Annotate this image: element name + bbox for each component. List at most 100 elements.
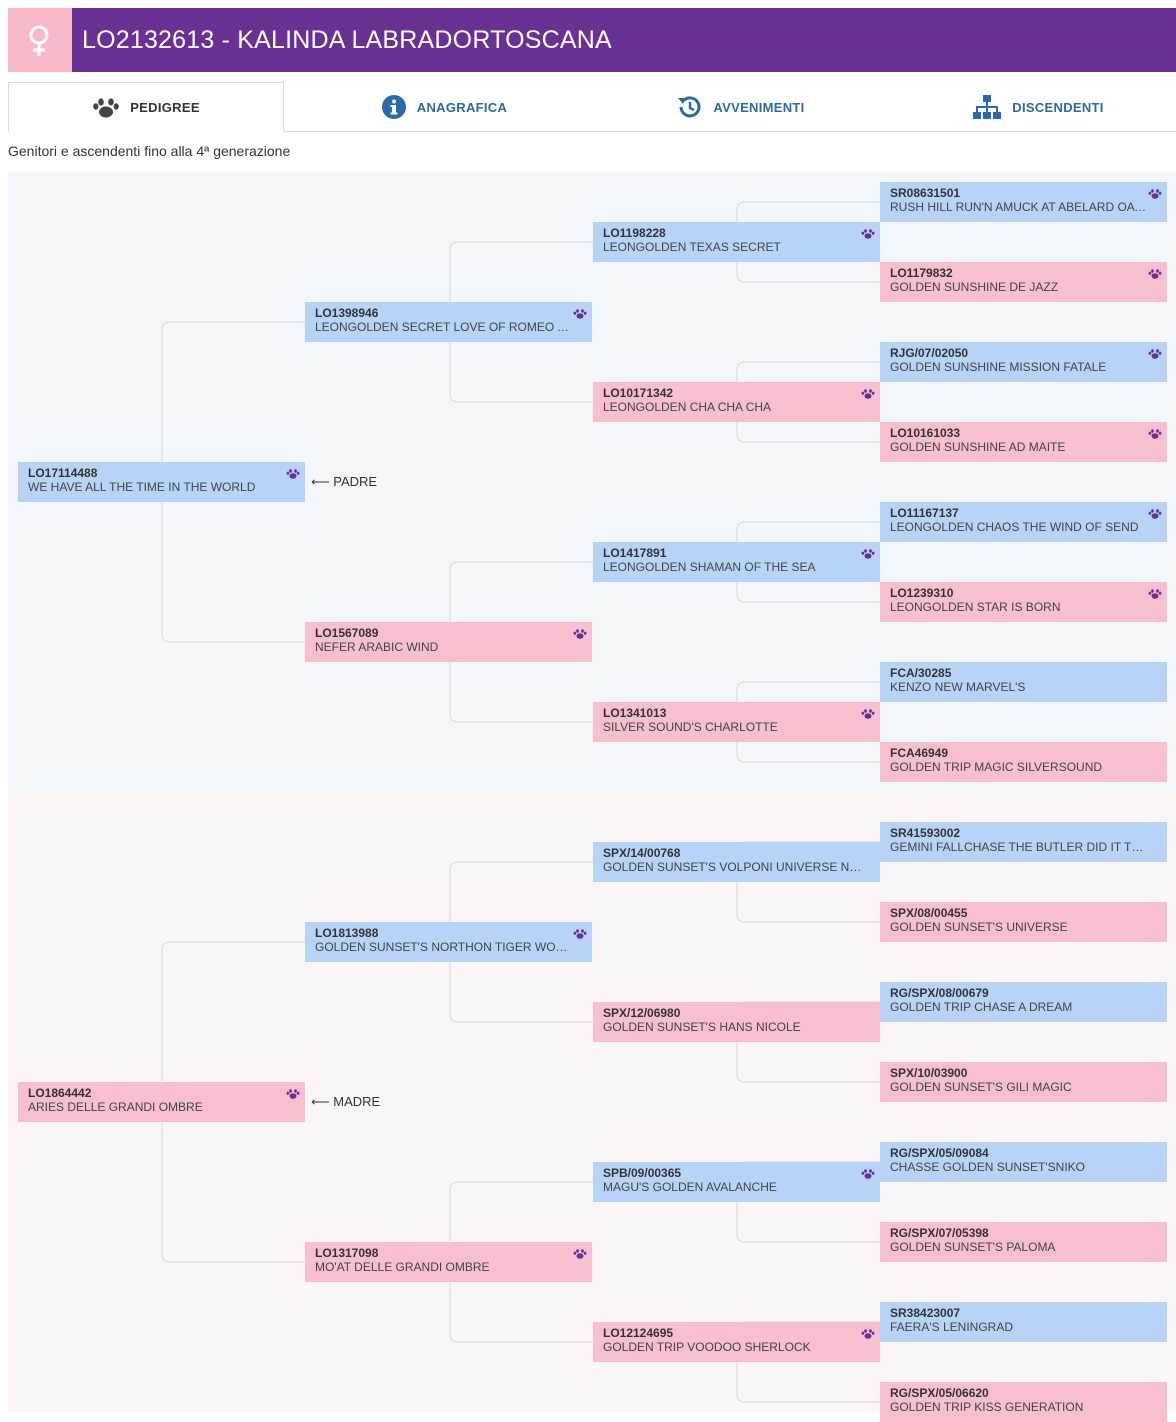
paw-icon xyxy=(1148,429,1162,439)
grandparent-box[interactable]: LO1398946 LEONGOLDEN SECRET LOVE OF ROMEO… xyxy=(305,302,592,342)
paw-icon xyxy=(1148,589,1162,599)
dog-registration-code: LO1417891 xyxy=(603,546,667,560)
dog-name: MO'AT DELLE GRANDI OMBRE xyxy=(315,1260,490,1274)
great-grandparent-box[interactable]: SPX/12/06980 GOLDEN SUNSET'S HANS NICOLE xyxy=(593,1002,880,1042)
dog-registration-code: LO1567089 xyxy=(315,626,379,640)
dog-name: LEONGOLDEN SECRET LOVE OF ROMEO AND JULI… xyxy=(315,320,582,334)
tab-discendenti[interactable]: DISCENDENTI xyxy=(900,82,1176,132)
grandparent-box[interactable]: LO1567089 NEFER ARABIC WIND xyxy=(305,622,592,662)
paw-icon xyxy=(573,629,587,639)
dog-registration-code: LO1398946 xyxy=(315,306,379,320)
page-title: LO2132613 - KALINDA LABRADORTOSCANA xyxy=(82,26,612,54)
tab-avvenimenti-label: AVVENIMENTI xyxy=(713,99,805,115)
paw-icon xyxy=(1148,509,1162,519)
dog-registration-code: RJG/07/02050 xyxy=(890,346,969,360)
dog-registration-code: LO1198228 xyxy=(603,226,666,240)
dog-registration-code: FCA46949 xyxy=(890,746,949,760)
dog-name: LEONGOLDEN TEXAS SECRET xyxy=(603,240,781,254)
great-great-grandparent-box[interactable]: LO1239310 LEONGOLDEN STAR IS BORN xyxy=(880,582,1167,622)
tab-avvenimenti[interactable]: AVVENIMENTI xyxy=(602,82,878,132)
dog-name: GOLDEN TRIP MAGIC SILVERSOUND xyxy=(890,760,1103,774)
dog-registration-code: LO1179832 xyxy=(890,266,953,280)
dog-registration-code: LO1239310 xyxy=(890,586,954,600)
mother-box[interactable]: LO1864442 ARIES DELLE GRANDI OMBRE xyxy=(18,1082,305,1122)
page-header: LO2132613 - KALINDA LABRADORTOSCANA xyxy=(8,8,1176,72)
great-great-grandparent-box[interactable]: SR41593002 GEMINI FALLCHASE THE BUTLER DI… xyxy=(880,822,1167,862)
paw-icon xyxy=(861,389,875,399)
dog-name: GOLDEN SUNSET'S GILI MAGIC xyxy=(890,1080,1072,1094)
great-grandparent-box[interactable]: LO10171342 LEONGOLDEN CHA CHA CHA xyxy=(593,382,880,422)
dog-name: GOLDEN TRIP CHASE A DREAM xyxy=(890,1000,1073,1014)
dog-registration-code: SR41593002 xyxy=(890,826,961,840)
history-icon xyxy=(675,94,703,120)
great-grandparent-box[interactable]: LO12124695 GOLDEN TRIP VOODOO SHERLOCK xyxy=(593,1322,880,1362)
great-grandparent-box[interactable]: SPB/09/00365 MAGU'S GOLDEN AVALANCHE xyxy=(593,1162,880,1202)
dog-name: WE HAVE ALL THE TIME IN THE WORLD xyxy=(28,480,256,494)
dog-registration-code: LO10161033 xyxy=(890,426,961,440)
dog-registration-code: LO1317098 xyxy=(315,1246,379,1260)
tab-pedigree[interactable]: PEDIGREE xyxy=(8,82,284,132)
great-great-grandparent-box[interactable]: LO1179832 GOLDEN SUNSHINE DE JAZZ xyxy=(880,262,1167,302)
dog-name: LEONGOLDEN STAR IS BORN xyxy=(890,600,1061,614)
dog-name: GOLDEN SUNSET'S VOLPONI UNIVERSE NORTHON xyxy=(603,860,870,874)
dog-registration-code: LO1341013 xyxy=(603,706,667,720)
paw-icon xyxy=(286,469,300,479)
great-great-grandparent-box[interactable]: LO11167137 LEONGOLDEN CHAOS THE WIND OF S… xyxy=(880,502,1167,542)
dog-name: GEMINI FALLCHASE THE BUTLER DID IT TKNC … xyxy=(890,840,1157,854)
dog-registration-code: FCA/30285 xyxy=(890,666,952,680)
paw-icon xyxy=(573,929,587,939)
dog-registration-code: LO1864442 xyxy=(28,1086,92,1100)
info-icon xyxy=(381,94,407,120)
dog-name: MAGU'S GOLDEN AVALANCHE xyxy=(603,1180,777,1194)
dog-name: GOLDEN SUNSET'S PALOMA xyxy=(890,1240,1056,1254)
tab-anagrafica-label: ANAGRAFICA xyxy=(416,99,508,115)
sitemap-icon xyxy=(972,94,1002,120)
great-great-grandparent-box[interactable]: SPX/10/03900 GOLDEN SUNSET'S GILI MAGIC xyxy=(880,1062,1167,1102)
dog-registration-code: LO1813988 xyxy=(315,926,379,940)
great-great-grandparent-box[interactable]: RG/SPX/05/09084 CHASSE GOLDEN SUNSET'SNIK… xyxy=(880,1142,1167,1182)
great-grandparent-box[interactable]: SPX/14/00768 GOLDEN SUNSET'S VOLPONI UNIV… xyxy=(593,842,880,882)
dog-registration-code: SR08631501 xyxy=(890,186,961,200)
dog-name: CHASSE GOLDEN SUNSET'SNIKO xyxy=(890,1160,1085,1174)
dog-name: GOLDEN SUNSHINE AD MAITE xyxy=(890,440,1066,454)
great-great-grandparent-box[interactable]: RJG/07/02050 GOLDEN SUNSHINE MISSION FATA… xyxy=(880,342,1167,382)
paw-icon xyxy=(573,1249,587,1259)
great-great-grandparent-box[interactable]: RG/SPX/05/06620 GOLDEN TRIP KISS GENERATI… xyxy=(880,1382,1167,1422)
dog-registration-code: LO11167137 xyxy=(890,506,959,520)
great-grandparent-box[interactable]: LO1341013 SILVER SOUND'S CHARLOTTE xyxy=(593,702,880,742)
dog-name: GOLDEN SUNSET'S NORTHON TIGER WOODS xyxy=(315,940,582,954)
great-great-grandparent-box[interactable]: FCA/30285 KENZO NEW MARVEL'S xyxy=(880,662,1167,702)
dog-name: KENZO NEW MARVEL'S xyxy=(890,680,1026,694)
great-grandparent-box[interactable]: LO1417891 LEONGOLDEN SHAMAN OF THE SEA xyxy=(593,542,880,582)
dog-name: GOLDEN SUNSHINE MISSION FATALE xyxy=(890,360,1107,374)
dog-registration-code: SPX/12/06980 xyxy=(603,1006,681,1020)
tab-anagrafica[interactable]: ANAGRAFICA xyxy=(306,82,582,132)
great-great-grandparent-box[interactable]: RG/SPX/07/05398 GOLDEN SUNSET'S PALOMA xyxy=(880,1222,1167,1262)
paw-icon xyxy=(861,229,875,239)
great-great-grandparent-box[interactable]: SR08631501 RUSH HILL RUN'N AMUCK AT ABELA… xyxy=(880,182,1167,222)
tab-discendenti-label: DISCENDENTI xyxy=(1012,99,1104,115)
dog-registration-code: LO10171342 xyxy=(603,386,674,400)
dog-name: GOLDEN SUNSHINE DE JAZZ xyxy=(890,280,1059,294)
mother-relation-label: ⟵ MADRE xyxy=(311,1094,381,1109)
dog-name: RUSH HILL RUN'N AMUCK AT ABELARD OA OAC … xyxy=(890,200,1157,214)
great-great-grandparent-box[interactable]: SPX/08/00455 GOLDEN SUNSET'S UNIVERSE xyxy=(880,902,1167,942)
tab-pedigree-label: PEDIGREE xyxy=(130,99,200,115)
dog-name: NEFER ARABIC WIND xyxy=(315,640,439,654)
dog-name: ARIES DELLE GRANDI OMBRE xyxy=(28,1100,203,1114)
great-grandparent-box[interactable]: LO1198228 LEONGOLDEN TEXAS SECRET xyxy=(593,222,880,262)
great-great-grandparent-box[interactable]: RG/SPX/08/00679 GOLDEN TRIP CHASE A DREAM xyxy=(880,982,1167,1022)
paw-icon xyxy=(861,1329,875,1339)
great-great-grandparent-box[interactable]: FCA46949 GOLDEN TRIP MAGIC SILVERSOUND xyxy=(880,742,1167,782)
mother-relation-text: MADRE xyxy=(333,1094,381,1109)
dog-registration-code: LO12124695 xyxy=(603,1326,674,1340)
great-great-grandparent-box[interactable]: SR38423007 FAERA'S LENINGRAD xyxy=(880,1302,1167,1342)
dog-registration-code: LO17114488 xyxy=(28,466,98,480)
great-great-grandparent-box[interactable]: LO10161033 GOLDEN SUNSHINE AD MAITE xyxy=(880,422,1167,462)
dog-registration-code: SPX/08/00455 xyxy=(890,906,968,920)
grandparent-box[interactable]: LO1317098 MO'AT DELLE GRANDI OMBRE xyxy=(305,1242,592,1282)
paw-icon xyxy=(573,309,587,319)
dog-registration-code: RG/SPX/05/09084 xyxy=(890,1146,989,1160)
grandparent-box[interactable]: LO1813988 GOLDEN SUNSET'S NORTHON TIGER W… xyxy=(305,922,592,962)
father-box[interactable]: LO17114488 WE HAVE ALL THE TIME IN THE WO… xyxy=(18,462,305,502)
